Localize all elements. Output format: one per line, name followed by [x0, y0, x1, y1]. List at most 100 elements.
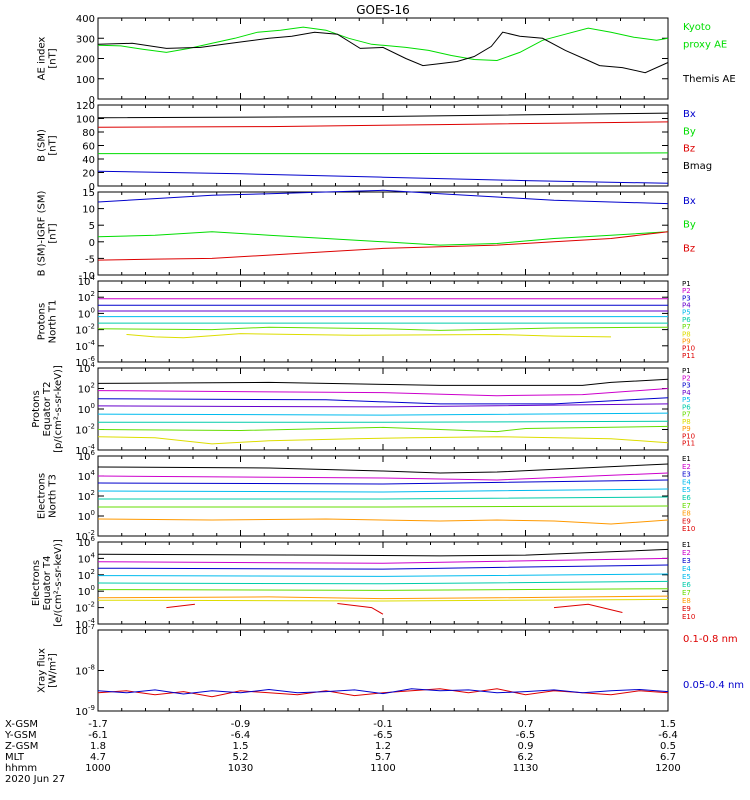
y-tick-label: 10 — [82, 205, 95, 216]
y-tick-label: 104 — [78, 551, 96, 565]
y-tick-label: 15 — [82, 188, 95, 199]
legend-entry: E4 — [682, 565, 691, 573]
ephemeris-value: 0.9 — [518, 741, 534, 752]
legend-entry: P8 — [682, 330, 691, 338]
series-line-red — [97, 231, 669, 261]
series-line-black — [97, 112, 669, 119]
ephemeris-value: -6.5 — [516, 730, 536, 741]
series-line-lime — [98, 505, 669, 508]
y-axis-label: ProtonsNorth T1 — [37, 300, 59, 344]
y-tick-label: 104 — [78, 361, 96, 375]
ephemeris-value: 1.5 — [660, 719, 676, 730]
series-line-lime — [97, 588, 669, 591]
y-tick-label: 10-7 — [75, 623, 95, 637]
y-axis-label: ProtonsEquator T2[p/(cm²-s-sr-keV)] — [31, 365, 64, 453]
series-line-yellow — [97, 598, 669, 602]
legend-entry: P6 — [682, 316, 691, 324]
legend-entry: P8 — [682, 418, 691, 426]
y-tick-label: 102 — [78, 382, 95, 396]
legend-entry: E8 — [682, 510, 691, 518]
ephemeris-value: -6.1 — [88, 730, 108, 741]
series-line-purple — [97, 403, 669, 408]
y-axis-label: AE index[nT] — [37, 37, 59, 81]
panel-bsmigrf: -10 -5 0 5 10 15 B (SM)-IGRF (SM)[nT] Bx By Bz — [37, 188, 696, 282]
y-tick-label: 10-8 — [75, 664, 95, 678]
series-line-black — [97, 548, 669, 557]
legend-entry: P5 — [682, 396, 691, 404]
legend-entry: By — [683, 220, 696, 231]
ephemeris-value: 1000 — [85, 763, 110, 774]
ephemeris-value: 5.7 — [375, 752, 391, 763]
series-line-lime — [97, 425, 669, 433]
y-tick-label: -5 — [85, 254, 95, 265]
series-line-black — [97, 463, 669, 474]
series-line-blue — [97, 688, 669, 695]
series-line-black — [97, 378, 669, 386]
legend-entry: P9 — [682, 337, 691, 345]
legend-entry: E3 — [682, 557, 691, 565]
y-tick-label: 10-9 — [75, 704, 95, 718]
legend-entry: P11 — [682, 440, 695, 448]
legend-entry: E10 — [682, 613, 695, 621]
legend-entry: E3 — [682, 471, 691, 479]
legend-entry: E6 — [682, 581, 691, 589]
panel-xray: 10-7 10-8 10-9 Xray flux[W/m²] 0.1-0.8 nm 0.0… — [37, 623, 745, 718]
legend-entry: P4 — [682, 389, 691, 397]
legend-entry: E9 — [682, 605, 691, 613]
y-tick-label: 102 — [78, 489, 95, 503]
y-tick-label: 0 — [89, 238, 95, 249]
ephemeris-value: -6.5 — [373, 730, 393, 741]
legend-entry: Bz — [683, 144, 695, 155]
panel-protons_t2: 104 102 100 10-2 10-4 ProtonsEquator T2[p/(cm… — [31, 361, 695, 457]
legend-entry: P1 — [682, 367, 691, 375]
panel-bsm: 0 20 40 60 80 100 120 B (SM)[nT] Bx By Bz Bmag — [37, 101, 713, 193]
series-line-green — [97, 231, 669, 246]
y-tick-label: 102 — [78, 568, 95, 582]
legend-entry: P10 — [682, 345, 695, 353]
legend-entry: 0.1-0.8 nm — [683, 634, 738, 645]
y-tick-label: 100 — [78, 306, 95, 320]
series-line-blue — [97, 564, 669, 570]
series-line-black — [97, 31, 669, 74]
legend-entry: E5 — [682, 486, 691, 494]
y-tick-label: 10-4 — [75, 339, 95, 353]
series-line-red — [166, 603, 195, 609]
y-tick-label: 10-2 — [75, 601, 95, 615]
panel-electrons_t4: 106 104 102 100 10-2 10-4 ElectronsEquator T4[… — [31, 535, 695, 631]
series-line-magenta — [97, 557, 669, 564]
series-line-green — [97, 26, 669, 62]
ephemeris-row-label: hhmm — [5, 763, 37, 774]
y-tick-label: 0 — [89, 182, 95, 193]
series-line-lime — [97, 326, 669, 331]
legend-entry: P1 — [682, 280, 691, 288]
legend-entry: E9 — [682, 517, 691, 525]
series-line-red — [97, 121, 669, 128]
legend-entry: P3 — [682, 382, 691, 390]
y-tick-label: 10-6 — [75, 355, 95, 369]
series-line-blue — [97, 189, 669, 205]
series-line-yellow — [97, 436, 669, 445]
series-line-aqua — [97, 573, 669, 577]
ephemeris-value: 1130 — [513, 763, 538, 774]
ephemeris-value: 6.2 — [518, 752, 534, 763]
ephemeris-value: -6.4 — [231, 730, 251, 741]
legend-entry: Kyoto — [683, 22, 711, 33]
legend-entry: proxy AE — [683, 39, 727, 50]
y-tick-label: 106 — [78, 535, 96, 549]
panel-frame — [97, 629, 669, 712]
legend-entry: E1 — [682, 455, 691, 463]
y-tick-label: 300 — [76, 34, 95, 45]
ephemeris-row-label: MLT — [5, 752, 25, 763]
legend-entry: P7 — [682, 411, 691, 419]
y-tick-label: 10-2 — [75, 323, 95, 337]
panel-frame — [97, 280, 669, 363]
y-tick-label: 5 — [89, 221, 95, 232]
ephemeris-value: 1.5 — [233, 741, 249, 752]
series-line-teal — [98, 496, 669, 500]
y-axis-label: B (SM)[nT] — [37, 129, 59, 162]
legend-entry: E1 — [682, 541, 691, 549]
legend-entry: Bx — [683, 109, 696, 120]
series-line-teal — [97, 580, 669, 585]
y-tick-label: 10-4 — [75, 617, 95, 631]
